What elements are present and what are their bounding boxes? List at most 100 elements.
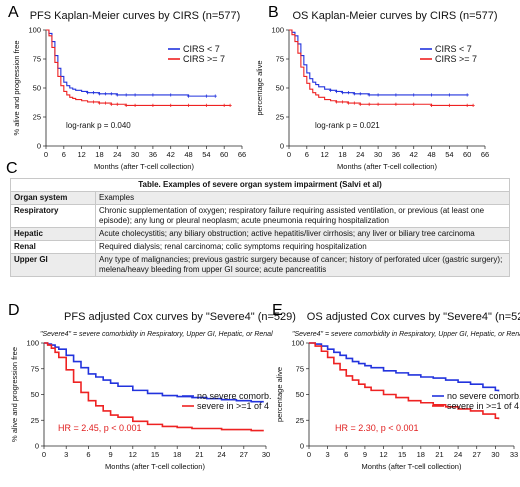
- censor-mark: [103, 92, 107, 96]
- x-tick-label: 30: [374, 150, 382, 159]
- y-tick-label: 0: [35, 442, 39, 451]
- chart-title: PFS adjusted Cox curves by "Severe4" (n=…: [64, 311, 296, 323]
- y-tick-label: 25: [31, 416, 39, 425]
- x-tick-label: 3: [326, 450, 330, 459]
- y-tick-label: 75: [296, 364, 304, 373]
- x-tick-label: 0: [42, 450, 46, 459]
- severe4-note: "Severe4" = severe comorbidity in Respir…: [40, 331, 273, 338]
- series-line-high: [46, 29, 231, 106]
- y-tick-label: 100: [271, 26, 284, 35]
- x-tick-label: 33: [510, 450, 518, 459]
- severe4-note: "Severe4" = severe comorbidity in Respir…: [292, 331, 520, 338]
- table-row-examples: Any type of malignancies; previous gastr…: [95, 253, 510, 277]
- y-tick-label: 25: [296, 416, 304, 425]
- x-axis-label: Months (after T-cell collection): [94, 162, 194, 171]
- x-tick-label: 9: [363, 450, 367, 459]
- panel-label-c: C: [6, 160, 18, 177]
- x-tick-label: 12: [129, 450, 137, 459]
- censor-mark: [169, 93, 173, 97]
- censor-mark: [151, 103, 155, 107]
- y-tick-label: 0: [300, 442, 304, 451]
- censor-mark: [109, 92, 113, 96]
- x-tick-label: 36: [149, 150, 157, 159]
- y-tick-label: 100: [28, 26, 41, 35]
- panel-label-a: A: [8, 4, 19, 21]
- legend-label: no severe comorb.: [447, 391, 520, 401]
- series-line-low: [309, 342, 500, 392]
- x-tick-label: 12: [320, 150, 328, 159]
- x-tick-label: 3: [64, 450, 68, 459]
- x-tick-label: 27: [240, 450, 248, 459]
- censor-mark: [115, 102, 119, 106]
- x-tick-label: 48: [184, 150, 192, 159]
- chart-title: OS adjusted Cox curves by "Severe4" (n=5…: [307, 311, 520, 323]
- table-row-system: Renal: [10, 240, 96, 254]
- censor-mark: [109, 102, 113, 106]
- series-line-high: [309, 342, 500, 420]
- censor-mark: [133, 93, 137, 97]
- series-line-high: [44, 342, 264, 432]
- censor-mark: [471, 103, 475, 107]
- censor-mark: [394, 102, 398, 106]
- censor-mark: [124, 103, 128, 107]
- x-tick-label: 24: [217, 450, 225, 459]
- y-axis-label: percentage alive: [255, 60, 264, 115]
- censor-mark: [447, 103, 451, 107]
- censor-mark: [91, 100, 96, 104]
- censor-mark: [97, 101, 102, 105]
- censor-mark: [97, 92, 102, 96]
- censor-mark: [394, 93, 398, 97]
- x-tick-label: 42: [167, 150, 175, 159]
- series-line-low: [44, 342, 264, 403]
- censor-mark: [340, 91, 345, 95]
- stats-annotation: HR = 2.45, p < 0.001: [58, 423, 142, 433]
- legend-label: severe in >=1 of 4: [447, 401, 519, 411]
- censor-mark: [103, 101, 107, 105]
- x-tick-label: 6: [62, 150, 66, 159]
- table-row-system: Respiratory: [10, 204, 96, 228]
- x-tick-label: 18: [417, 450, 425, 459]
- censor-mark: [376, 93, 380, 97]
- x-tick-label: 12: [379, 450, 387, 459]
- x-axis-label: Months (after T-cell collection): [337, 162, 437, 171]
- y-tick-label: 100: [26, 339, 39, 348]
- panel-label-e: E: [272, 302, 283, 319]
- censor-mark: [151, 93, 155, 97]
- censor-mark: [228, 103, 232, 107]
- x-tick-label: 30: [262, 450, 270, 459]
- censor-mark: [346, 101, 350, 105]
- y-tick-label: 0: [280, 142, 284, 151]
- censor-mark: [115, 93, 119, 97]
- censor-mark: [465, 93, 469, 97]
- x-tick-label: 0: [44, 150, 48, 159]
- censor-mark: [340, 100, 345, 104]
- y-axis-label: % alive and progression free: [10, 347, 19, 442]
- y-tick-label: 75: [33, 55, 41, 64]
- organ-impairment-table: Table. Examples of severe organ system i…: [10, 178, 510, 277]
- y-tick-label: 50: [276, 84, 284, 93]
- censor-mark: [367, 93, 371, 97]
- x-tick-label: 0: [287, 150, 291, 159]
- x-tick-label: 48: [427, 150, 435, 159]
- censor-mark: [91, 91, 96, 95]
- legend-label: CIRS < 7: [435, 44, 472, 54]
- x-tick-label: 6: [86, 450, 90, 459]
- x-tick-label: 30: [131, 150, 139, 159]
- table-row-system: Hepatic: [10, 227, 96, 241]
- censor-mark: [204, 94, 208, 98]
- censor-mark: [352, 92, 356, 96]
- y-tick-label: 0: [37, 142, 41, 151]
- y-tick-label: 75: [276, 55, 284, 64]
- x-tick-label: 24: [356, 150, 364, 159]
- table-header-examples: Examples: [95, 191, 510, 205]
- censor-mark: [367, 102, 371, 106]
- x-tick-label: 0: [307, 450, 311, 459]
- legend-label: no severe comorb.: [197, 391, 272, 401]
- x-tick-label: 30: [491, 450, 499, 459]
- censor-mark: [376, 102, 380, 106]
- x-tick-label: 24: [113, 150, 121, 159]
- x-tick-label: 6: [305, 150, 309, 159]
- y-tick-label: 50: [33, 84, 41, 93]
- table-row-system: Upper GI: [10, 253, 96, 277]
- censor-mark: [358, 92, 362, 96]
